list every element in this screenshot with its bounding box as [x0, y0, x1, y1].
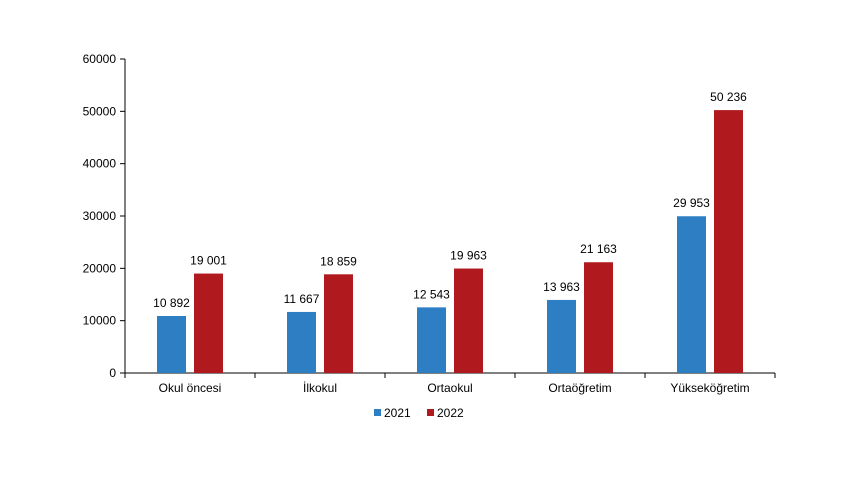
- legend-label: 2021: [384, 406, 411, 420]
- data-label-2021: 11 667: [284, 292, 320, 306]
- data-label-2022: 18 859: [320, 254, 357, 268]
- y-axis: 0 10000 20000 30000 40000 50000 60000: [83, 52, 126, 380]
- data-label-2022: 19 963: [450, 249, 487, 263]
- data-label-2021: 13 963: [543, 280, 580, 294]
- bars: [157, 110, 743, 373]
- bar-2021-4: [677, 216, 706, 373]
- x-category-label: Ortaöğretim: [548, 381, 611, 395]
- x-category-label: Yükseköğretim: [670, 381, 749, 395]
- data-label-2022: 50 236: [710, 90, 747, 104]
- data-label-2021: 12 543: [413, 287, 450, 301]
- bar-2021-0: [157, 315, 186, 373]
- y-tick-label: 50000: [83, 104, 117, 118]
- legend: 2021 2022: [374, 406, 464, 420]
- legend-swatch-2021: [374, 409, 381, 416]
- data-label-2022: 19 001: [190, 254, 227, 268]
- x-category-label: Ortaokul: [427, 381, 472, 395]
- y-tick-label: 60000: [83, 52, 117, 66]
- bar-2021-1: [287, 311, 316, 373]
- bar-2022-1: [324, 274, 353, 373]
- data-label-2021: 10 892: [153, 296, 190, 310]
- y-tick-label: 0: [109, 366, 116, 380]
- y-tick-label: 20000: [83, 261, 117, 275]
- bar-2022-3: [584, 262, 613, 373]
- bar-2022-0: [194, 273, 223, 373]
- y-tick-label: 40000: [83, 157, 117, 171]
- legend-swatch-2022: [427, 409, 434, 416]
- data-label-2021: 29 953: [673, 196, 710, 210]
- legend-label: 2022: [437, 406, 464, 420]
- x-category-label: Okul öncesi: [159, 381, 222, 395]
- bar-2022-2: [454, 268, 483, 373]
- data-label-2022: 21 163: [580, 242, 617, 256]
- bar-2022-4: [714, 110, 743, 373]
- bar-2021-3: [547, 299, 576, 373]
- data-labels: 10 892 11 667 12 543 13 963 29 953 19 001 18 8…: [153, 90, 747, 310]
- bar-2021-2: [417, 307, 446, 373]
- y-tick-label: 30000: [83, 209, 117, 223]
- x-axis: Okul öncesi İlkokul Ortaokul Ortaöğretim Yük…: [124, 372, 776, 395]
- x-category-label: İlkokul: [303, 381, 337, 395]
- y-tick-label: 10000: [83, 314, 117, 328]
